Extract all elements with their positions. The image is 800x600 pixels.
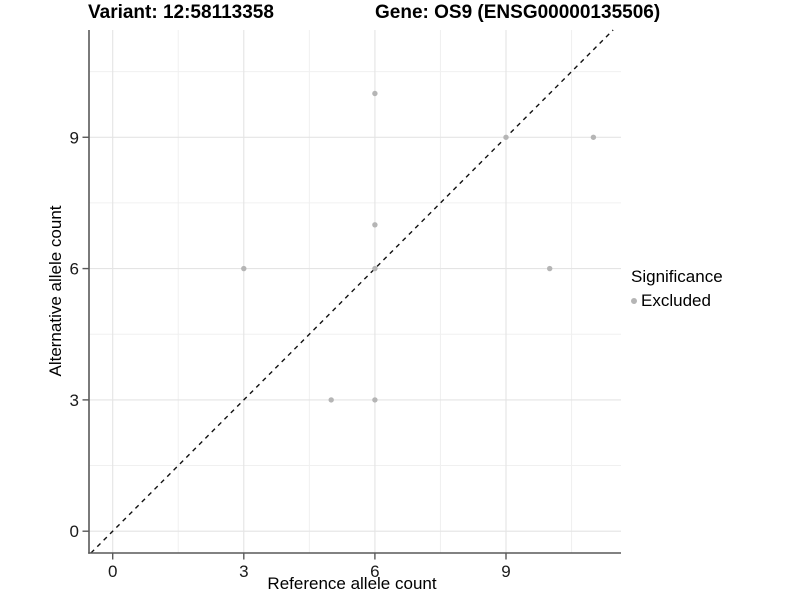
identity-dashed-line <box>90 29 614 554</box>
data-point <box>590 134 597 140</box>
x-tick-label: 3 <box>239 562 248 581</box>
legend: Significance Excluded <box>631 267 723 311</box>
legend-title: Significance <box>631 267 723 286</box>
legend-item-label: Excluded <box>641 291 711 310</box>
y-tick-label: 9 <box>70 128 79 147</box>
y-tick-label: 3 <box>70 391 79 410</box>
legend-item-excluded: Excluded <box>631 291 723 311</box>
data-point <box>372 265 378 272</box>
y-axis-label: Alternative allele count <box>46 205 65 377</box>
data-point <box>372 397 378 403</box>
x-tick-label: 9 <box>501 562 510 581</box>
y-tick-label: 6 <box>70 260 79 279</box>
variant-title: Variant: 12:58113358 <box>88 2 274 23</box>
data-point <box>241 265 247 272</box>
x-tick-label: 0 <box>108 562 117 581</box>
legend-point-icon <box>631 298 637 304</box>
data-point <box>372 90 378 97</box>
data-point <box>328 397 334 403</box>
data-point <box>503 134 509 140</box>
x-tick-label: 6 <box>370 562 379 581</box>
data-point <box>372 222 378 228</box>
data-point <box>547 265 553 272</box>
y-tick-label: 0 <box>70 522 79 541</box>
x-axis-label: Reference allele count <box>267 574 437 593</box>
gene-title: Gene: OS9 (ENSG00000135506) <box>375 2 661 23</box>
